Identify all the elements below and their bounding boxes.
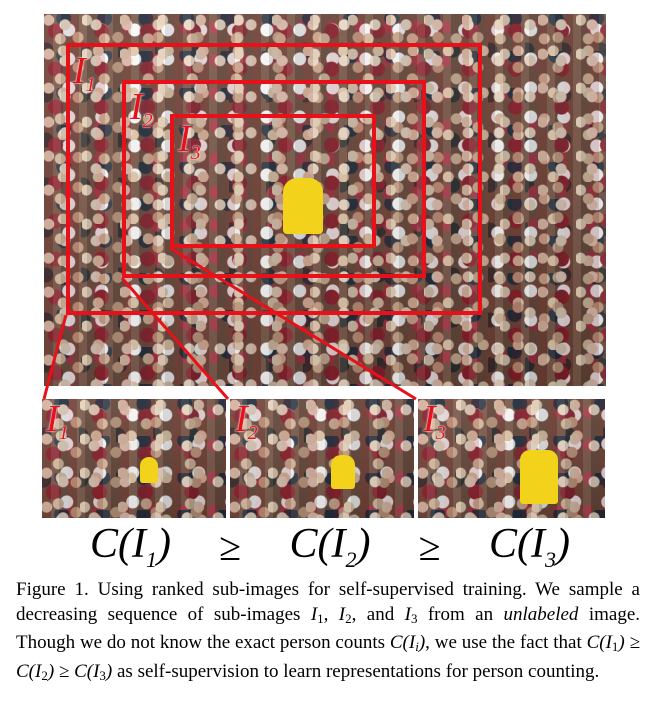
sub-image-box-i3 [170, 114, 376, 248]
yellow-jacket-person [331, 455, 355, 489]
thumbnail-label-i1: I1 [46, 398, 69, 444]
figure-caption: Figure 1. Using ranked sub-images for se… [16, 579, 641, 683]
geq-operator: ≥ [418, 523, 441, 569]
count-term-1: C(I1) [90, 520, 171, 572]
label-i2: I2 [130, 86, 153, 132]
thumbnail-i3 [418, 399, 605, 518]
label-i3: I3 [178, 118, 201, 164]
count-term-3: C(I3) [488, 520, 570, 572]
geq-operator: ≥ [219, 523, 242, 569]
thumbnail-label-i2: I2 [235, 398, 258, 444]
label-i1: I1 [73, 50, 96, 96]
sub-image-box-i2 [122, 80, 426, 278]
thumbnail-label-i3: I3 [423, 398, 446, 444]
count-inequality: C(I1) ≥ C(I2) ≥ C(I3) [90, 520, 570, 572]
thumbnail-i2 [230, 399, 414, 518]
crowd-image [44, 14, 606, 386]
yellow-jacket-person [520, 450, 558, 504]
yellow-jacket-person [140, 457, 158, 483]
yellow-jacket-person [283, 178, 323, 234]
count-term-2: C(I2) [289, 520, 371, 572]
thumbnail-i1 [42, 399, 226, 518]
